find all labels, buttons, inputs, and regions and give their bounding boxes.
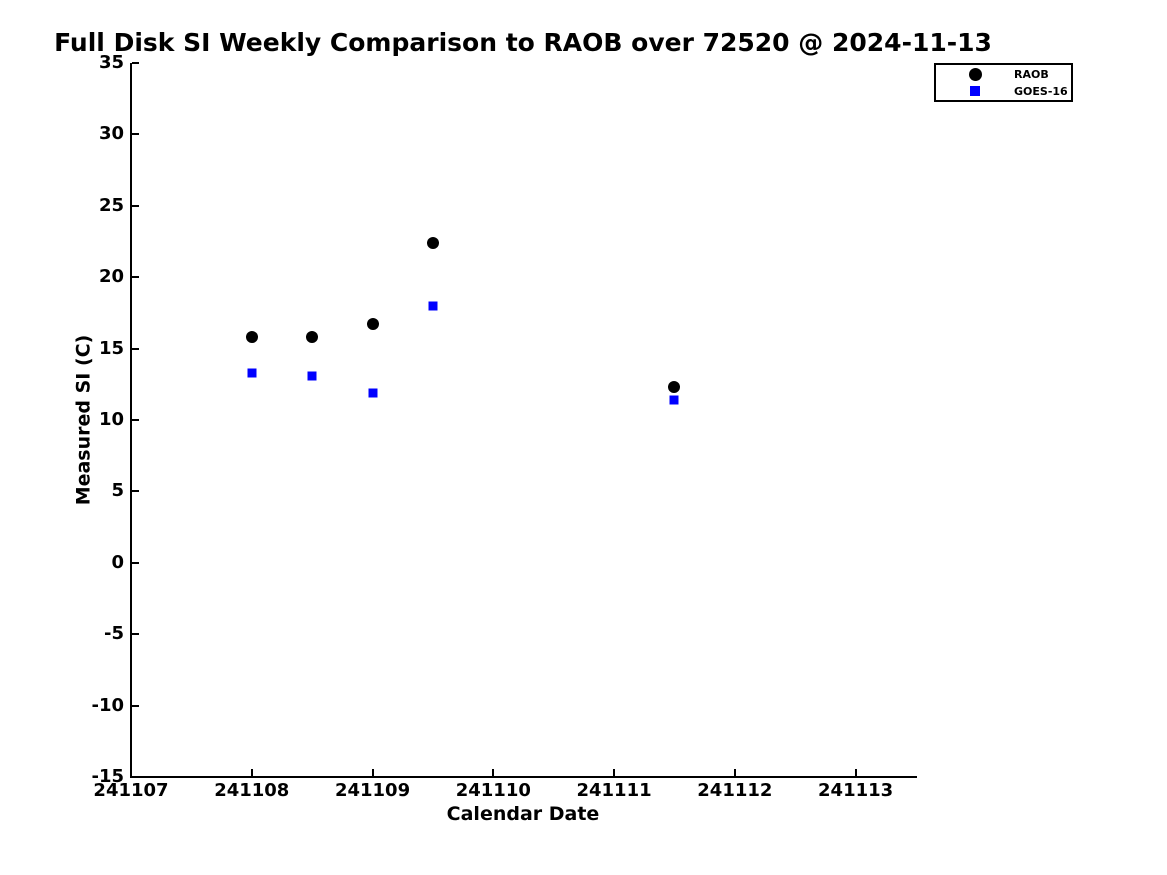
data-point-goes-16 xyxy=(368,388,378,398)
x-tick-label: 241107 xyxy=(93,780,169,801)
y-tick-label: 0 xyxy=(111,551,124,573)
x-tick-label: 241110 xyxy=(455,780,531,801)
y-tick-mark xyxy=(132,561,139,564)
x-axis-line xyxy=(130,776,917,778)
legend-label-raob: RAOB xyxy=(1014,67,1049,81)
y-tick-label: -5 xyxy=(104,623,124,645)
y-tick-mark xyxy=(132,633,139,636)
data-point-goes-16 xyxy=(247,368,257,378)
legend-entry-goes16: GOES-16 xyxy=(936,83,1071,100)
x-tick-mark xyxy=(250,769,253,776)
y-tick-label: -10 xyxy=(91,694,124,716)
x-tick-label: 241112 xyxy=(697,780,773,801)
y-tick-label: 15 xyxy=(98,337,124,359)
data-point-raob xyxy=(245,331,258,344)
x-tick-mark xyxy=(613,769,616,776)
data-point-goes-16 xyxy=(307,371,317,381)
legend-marker-cell xyxy=(936,67,1014,81)
data-point-raob xyxy=(366,318,379,331)
x-tick-label: 241108 xyxy=(214,780,290,801)
y-axis-line xyxy=(130,63,132,777)
legend-label-goes16: GOES-16 xyxy=(1014,84,1068,98)
data-point-raob xyxy=(426,236,439,249)
y-tick-mark xyxy=(132,776,139,778)
raob-circle-marker-icon xyxy=(968,67,982,81)
y-axis-label: Measured SI (C) xyxy=(72,334,95,506)
data-point-raob xyxy=(306,331,319,344)
y-tick-label: 25 xyxy=(98,194,124,216)
x-tick-mark xyxy=(733,769,736,776)
y-tick-label: 35 xyxy=(98,52,124,73)
chart-title: Full Disk SI Weekly Comparison to RAOB o… xyxy=(54,28,992,57)
x-tick-mark xyxy=(371,769,374,776)
y-tick-mark xyxy=(132,62,139,64)
data-point-goes-16 xyxy=(669,395,679,405)
y-tick-label: 10 xyxy=(98,409,124,430)
y-tick-mark xyxy=(132,347,139,350)
y-tick-mark xyxy=(132,204,139,207)
y-tick-mark xyxy=(132,419,139,421)
y-tick-label: 30 xyxy=(98,123,124,145)
y-tick-label: -15 xyxy=(91,766,124,787)
y-tick-mark xyxy=(132,133,139,136)
goes16-square-marker-icon xyxy=(970,86,980,96)
x-tick-label: 241109 xyxy=(334,780,411,801)
y-tick-mark xyxy=(132,276,139,279)
y-tick-mark xyxy=(132,704,139,707)
legend-entry-raob: RAOB xyxy=(936,66,1071,83)
data-point-raob xyxy=(668,381,681,394)
x-tick-label: 241113 xyxy=(818,780,894,801)
legend: RAOB GOES-16 xyxy=(934,63,1073,102)
x-tick-mark xyxy=(130,769,132,776)
data-point-goes-16 xyxy=(428,301,438,311)
x-tick-mark xyxy=(854,769,857,776)
legend-marker-cell xyxy=(936,86,1014,96)
x-tick-label: 241111 xyxy=(576,780,652,801)
x-axis-label: Calendar Date xyxy=(446,803,600,825)
x-tick-mark xyxy=(492,769,495,776)
y-tick-label: 5 xyxy=(111,480,124,502)
y-tick-label: 20 xyxy=(98,266,124,288)
y-tick-mark xyxy=(132,490,139,493)
